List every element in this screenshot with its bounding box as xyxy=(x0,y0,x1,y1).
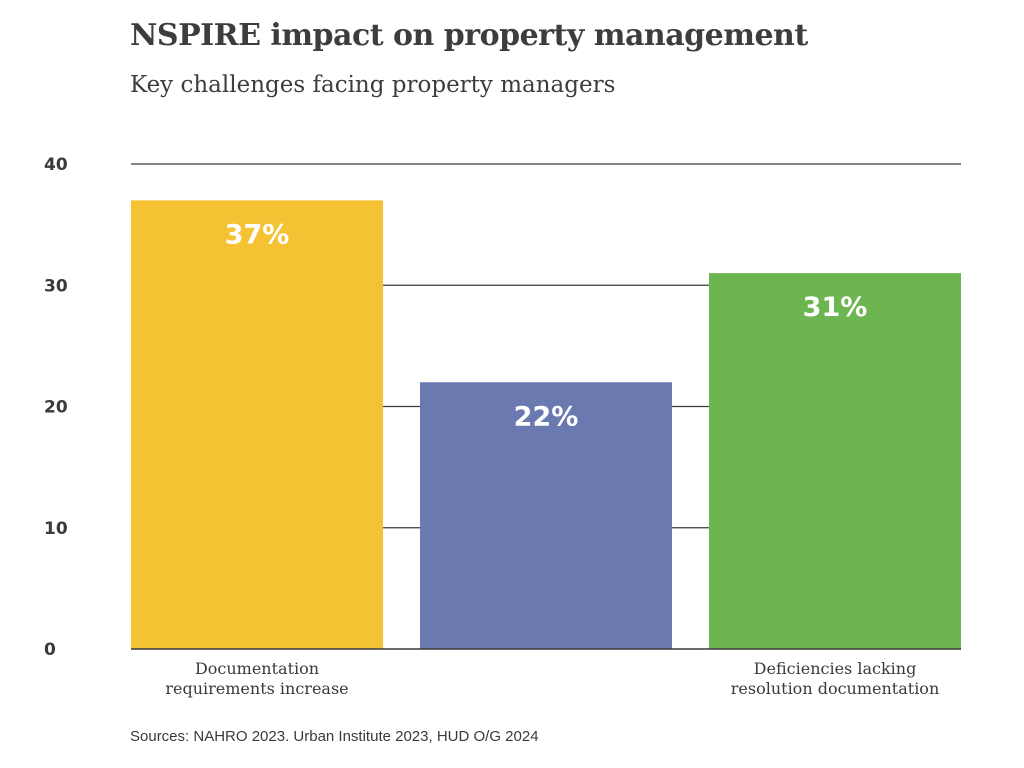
y-tick-label-30: 30 xyxy=(44,276,68,296)
category-label-1-line-1: Documentation xyxy=(195,659,319,678)
y-tick-label-20: 20 xyxy=(44,398,68,418)
chart-title: NSPIRE impact on property management xyxy=(130,18,808,53)
bar-value-label-3: 31% xyxy=(803,292,868,323)
chart-subtitle: Key challenges facing property managers xyxy=(130,72,616,98)
category-label-3-line-1: Deficiencies lacking xyxy=(754,659,917,678)
bar-3 xyxy=(709,273,961,649)
bar-2 xyxy=(420,382,672,649)
y-tick-label-0: 0 xyxy=(44,640,56,660)
bar-value-label-2: 22% xyxy=(514,401,579,432)
category-label-1-line-2: requirements increase xyxy=(165,679,348,698)
y-tick-labels: 0 10 20 30 40 xyxy=(44,155,68,660)
source-note: Sources: NAHRO 2023. Urban Institute 202… xyxy=(130,728,539,745)
bar-chart: 0 10 20 30 40 37% 22% 31% Documentationrequire… xyxy=(44,155,961,698)
bars xyxy=(131,200,961,649)
bar-value-labels: 37% 22% 31% xyxy=(225,219,868,432)
y-tick-label-10: 10 xyxy=(44,519,68,539)
bar-1 xyxy=(131,200,383,649)
category-label-3-line-2: resolution documentation xyxy=(731,679,940,698)
y-tick-label-40: 40 xyxy=(44,155,68,175)
bar-value-label-1: 37% xyxy=(225,219,290,250)
